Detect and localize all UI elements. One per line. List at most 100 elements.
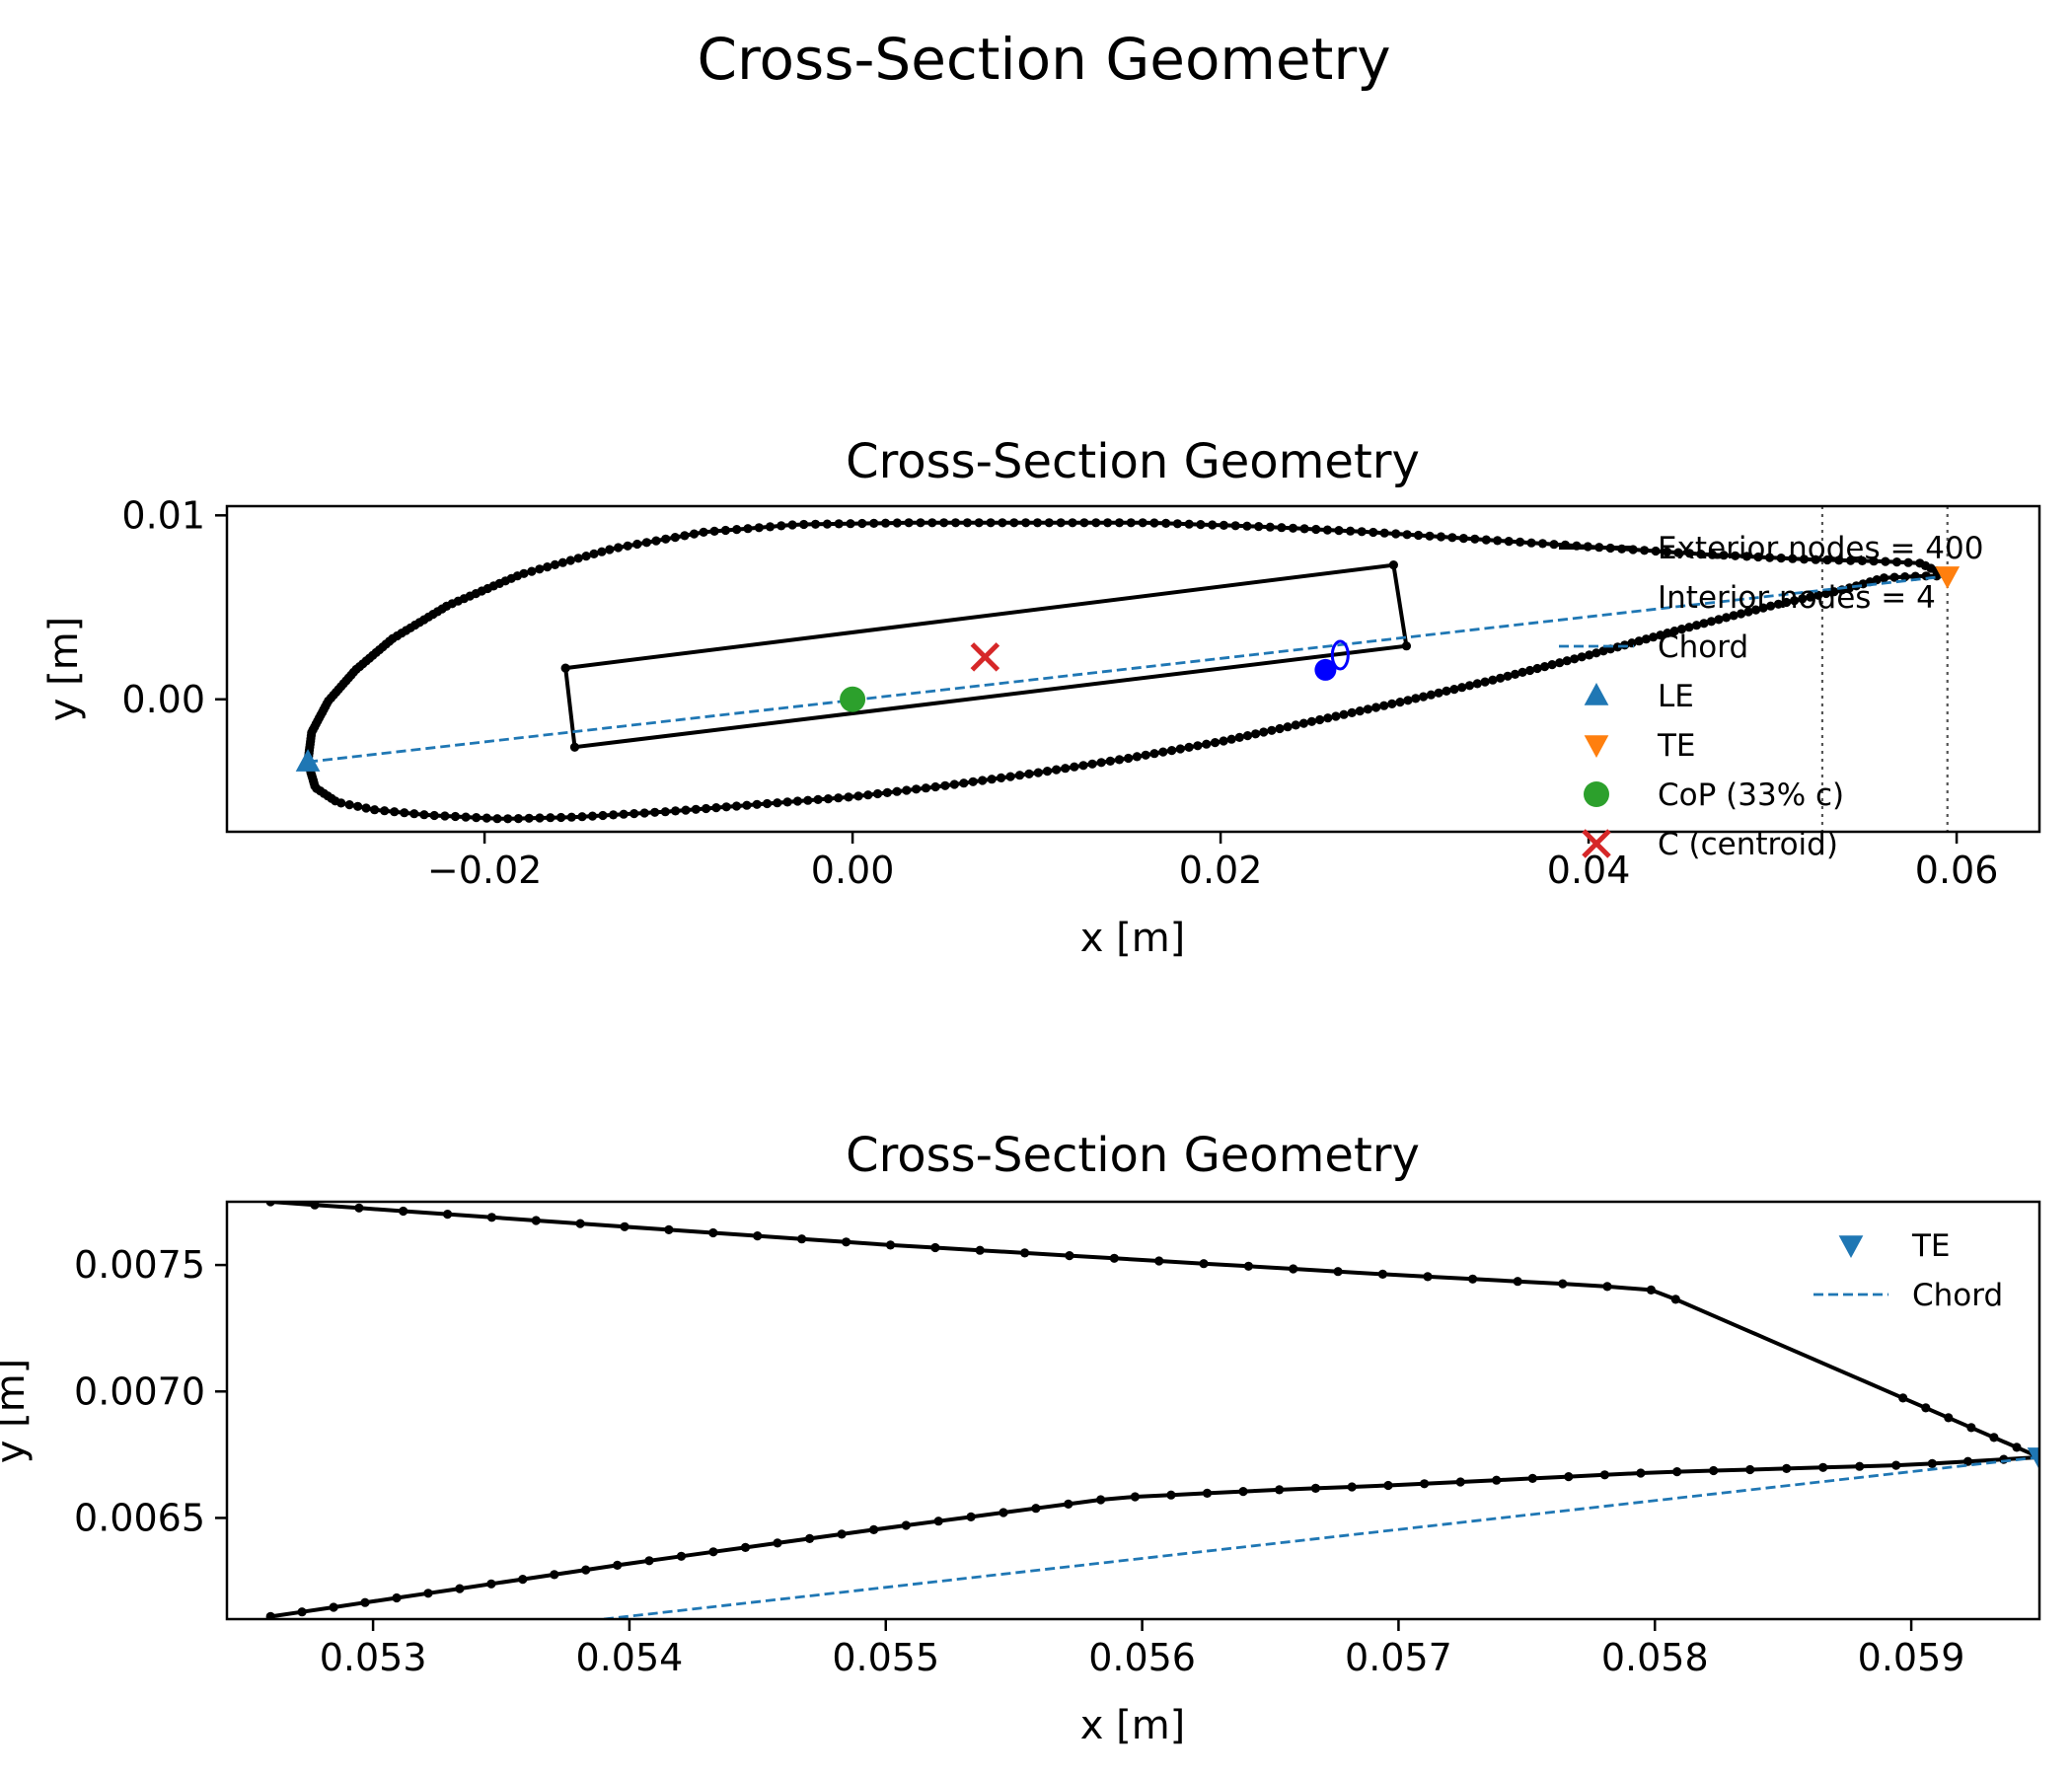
exterior-node [546, 813, 555, 823]
exterior-node [581, 552, 591, 561]
legend-entry: Chord [1813, 1278, 2003, 1313]
exterior-node [1070, 762, 1079, 772]
exterior-node [803, 795, 813, 805]
figure-suptitle: Cross-Section Geometry [697, 26, 1390, 93]
exterior-node [1005, 772, 1015, 781]
exterior-node [1517, 667, 1527, 678]
exterior-node [1822, 555, 1832, 565]
zoom-exterior-node [1199, 1259, 1209, 1269]
exterior-node [1242, 521, 1252, 531]
exterior-node [1488, 675, 1498, 685]
exterior-node [1480, 677, 1490, 687]
zoom-exterior-node [1154, 1256, 1164, 1266]
exterior-node [1699, 619, 1709, 629]
exterior-node [1436, 532, 1446, 542]
exterior-node [1251, 729, 1261, 739]
zoom-exterior-node [423, 1589, 433, 1598]
exterior-node [587, 811, 598, 821]
exterior-node [691, 804, 701, 814]
exterior-node [661, 534, 671, 544]
zoom-te-marker [2027, 1447, 2039, 1470]
exterior-node [1277, 523, 1287, 533]
exterior-node [370, 805, 380, 815]
exterior-node [597, 547, 607, 556]
zoom-exterior-node [1109, 1253, 1119, 1263]
zoom-exterior-node [966, 1512, 976, 1521]
exterior-node [1052, 765, 1062, 775]
exterior-node [949, 779, 959, 789]
centroid-marker-stroke [970, 642, 1000, 672]
exterior-node [916, 518, 925, 528]
exterior-node [720, 525, 731, 536]
exterior-node [1570, 654, 1580, 664]
exterior-node [573, 554, 583, 563]
zoom-exterior-node [1966, 1423, 1976, 1433]
exterior-node [1806, 592, 1815, 602]
legend-label: TE [1911, 1228, 1951, 1264]
exterior-node [1363, 704, 1372, 714]
main-plot-xtick-label: 0.00 [811, 849, 895, 892]
zoom-exterior-node [1670, 1295, 1680, 1304]
exterior-node [1766, 601, 1776, 611]
exterior-node [660, 807, 670, 817]
exterior-node [681, 805, 691, 815]
exterior-node [1339, 709, 1349, 719]
exterior-node [699, 527, 708, 538]
exterior-node [1651, 546, 1661, 556]
zoom-exterior-node [1377, 1269, 1387, 1279]
exterior-node [1649, 632, 1659, 642]
main-plot-ylabel: y [m] [41, 617, 87, 722]
zoom-plot-xtick-label: 0.055 [832, 1636, 939, 1679]
zoom-exterior-node [1891, 1460, 1901, 1470]
exterior-node [939, 518, 949, 528]
exterior-node [1540, 662, 1550, 672]
exterior-node [1167, 746, 1177, 756]
exterior-node [962, 518, 973, 528]
exterior-node [1696, 550, 1706, 559]
exterior-node [1634, 636, 1644, 646]
exterior-node [1291, 720, 1300, 730]
exterior-node [1834, 555, 1844, 565]
zoom-exterior-node [708, 1227, 718, 1238]
le-marker [295, 749, 321, 772]
exterior-node [556, 812, 566, 823]
exterior-node [589, 549, 599, 559]
exterior-node [1516, 537, 1525, 548]
exterior-node [1210, 738, 1221, 748]
exterior-node [773, 798, 782, 808]
exterior-node [702, 803, 711, 814]
exterior-node [921, 783, 931, 793]
exterior-node [1079, 518, 1089, 528]
exterior-node [810, 519, 821, 529]
zoom-exterior-node [1333, 1267, 1343, 1277]
exterior-node [978, 776, 988, 785]
exterior-node [492, 814, 502, 824]
zoom-exterior-node [392, 1592, 402, 1603]
exterior-node [1846, 555, 1856, 565]
exterior-node [671, 806, 681, 816]
main-plot-title: Cross-Section Geometry [846, 434, 1420, 489]
zoom-plot-title: Cross-Section Geometry [846, 1128, 1420, 1183]
zoom-exterior-node [1636, 1468, 1646, 1478]
exterior-node [1470, 534, 1480, 544]
zoom-exterior-node [1020, 1248, 1030, 1258]
exterior-node [1691, 621, 1702, 630]
exterior-node [1706, 617, 1717, 627]
zoom-exterior-node [1564, 1472, 1574, 1482]
exterior-node [1371, 703, 1381, 712]
exterior-node [742, 800, 752, 810]
exterior-node [1585, 650, 1594, 660]
exterior-node [1226, 734, 1236, 744]
exterior-node [429, 810, 439, 821]
zoom-exterior-node [620, 1221, 629, 1231]
exterior-node [1612, 642, 1623, 652]
exterior-node [1105, 756, 1115, 767]
zoom-exterior-node [1782, 1463, 1792, 1473]
exterior-node [1707, 550, 1718, 559]
exterior-node [651, 536, 661, 546]
legend-entry: LE [1584, 679, 1694, 714]
main-plot-clip [295, 506, 1961, 832]
zoom-exterior-node [486, 1579, 496, 1589]
zoom-exterior-node [1962, 1456, 1973, 1466]
zoom-exterior-node [1202, 1488, 1213, 1498]
